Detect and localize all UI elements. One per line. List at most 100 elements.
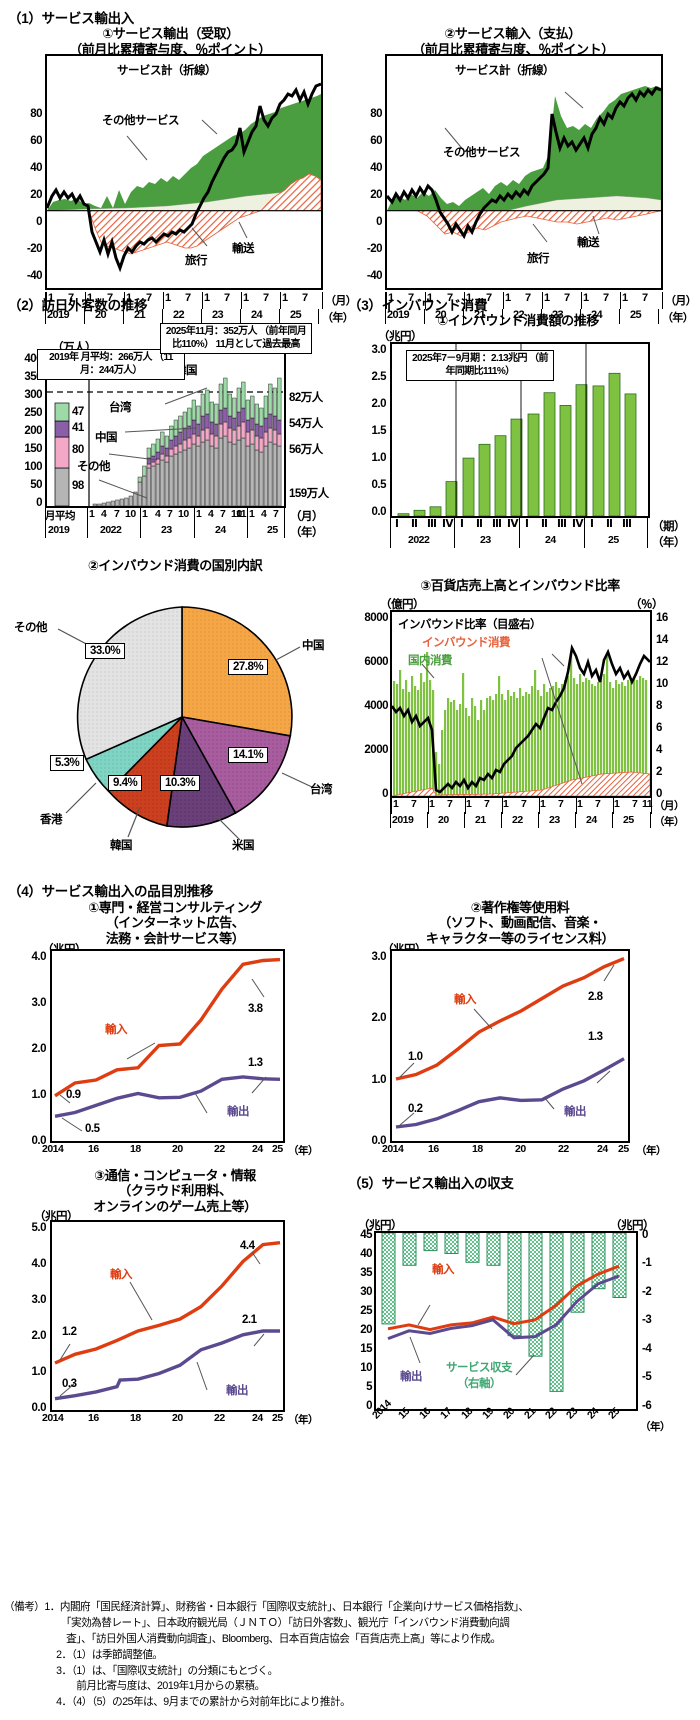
c4c-end-import: 4.4	[240, 1240, 255, 1252]
c4a-end-import: 3.8	[248, 1003, 263, 1015]
chart-c4a: （兆円） 4.0 3.0 2.0 1.0 0.0 輸入 輸出 3.8 1.	[0, 935, 340, 1165]
c5-ytickL-7: 10	[360, 1362, 372, 1374]
c2-legend-other: その他	[77, 461, 111, 473]
c3pie-svg	[57, 606, 313, 841]
c3b-ylabel-left: （億円）	[380, 599, 425, 611]
chart-c3pie: 27.8% 14.1% 10.3% 9.4% 5.3% 33.0% 中国 台湾 …	[0, 575, 340, 855]
c4c-svg	[54, 1241, 281, 1401]
c5-ytickR-4: -4	[642, 1343, 652, 1355]
c2-avg-seg-2: 80	[72, 444, 84, 456]
c3pie-label-china: 中国	[302, 640, 325, 652]
notes-prefix: （備考）	[4, 1601, 45, 1613]
c2-svg	[47, 354, 283, 506]
chart-c4b: （兆円） 3.0 2.0 1.0 0.0 輸入 輸出 2.8 1.3 1.0 0…	[340, 935, 700, 1165]
c2-xlabel-year: （年）	[290, 527, 324, 539]
c3pie-label-other: その他	[14, 622, 48, 634]
c2-right-border	[284, 352, 286, 508]
c3b-ytickR-6: 4	[656, 744, 662, 756]
section-2-title: （2）訪日外客数の推移	[8, 298, 148, 313]
c3b-ytickR-5: 6	[656, 722, 662, 734]
c1b-ytick-4: 0	[376, 216, 382, 228]
c5-label-export: 輸出	[400, 1371, 423, 1383]
notes-block: （備考） 1．内閣府「国民経済計算」、財務省・日本銀行「国際収支統計」、日本銀行…	[4, 1600, 698, 1711]
chart-c2: （万人） 400 350 300 250 200 150 100 50 0	[0, 312, 340, 572]
c3b-ytickR-4: 8	[656, 700, 662, 712]
c1b-xaxis-month: 1 7 1 7 1 7 1 7 1 7 1 7 1 7	[385, 292, 663, 309]
c3b-ytickL-1: 6000	[364, 656, 388, 668]
chart-c1a-title: ①サービス輸出（受取）	[102, 26, 239, 41]
c3a-plot: 2025年7－9月期 ：2.13兆円 （前年同期比111%）	[390, 342, 650, 518]
c2-xlabel-month: （月）	[290, 511, 324, 523]
c3b-xlabel-year: （年）	[654, 816, 685, 828]
c2-ytick-4: 200	[24, 425, 42, 437]
c3b-ytickL-2: 4000	[364, 700, 388, 712]
c3b-svg	[392, 643, 650, 796]
c5-ylabel-right: （兆円）	[610, 1220, 655, 1232]
c1a-ytick-6: -40	[26, 270, 43, 282]
notes-item-6: 4．（4）（5）の25年は、9月までの累計から対前年比により推計。	[46, 1696, 351, 1709]
c2-xlabel-month-11: 11	[236, 508, 247, 520]
chart-c3a-title: ①インバウンド消費額の推移	[437, 313, 599, 328]
c2-ytick-3: 250	[24, 407, 42, 419]
c4a-ytick-3: 1.0	[31, 1089, 47, 1101]
c5-ytickL-1: 40	[360, 1248, 372, 1260]
c3b-ytickR-0: 16	[656, 612, 668, 624]
c1a-annot-total: サービス計（折線）	[117, 65, 217, 77]
c4c-label-export: 輸出	[226, 1385, 249, 1397]
c5-label-import: 輸入	[432, 1264, 455, 1276]
c1b-ytick-2: 40	[370, 162, 382, 174]
c2-ytick-6: 100	[24, 461, 42, 473]
c3b-ytickR-8: 0	[656, 788, 662, 800]
c2-ytick-2: 300	[24, 389, 42, 401]
c4b-start-export: 0.2	[408, 1103, 423, 1115]
c1b-plot: サービス計（折線） その他サービス 輸送 旅行	[385, 54, 663, 290]
chart-c1b: 80 60 40 20 0 -20 -40	[340, 54, 700, 324]
c1b-ytick-1: 60	[370, 135, 382, 147]
c1b-annot-travel: 旅行	[527, 253, 550, 265]
c4a-xlabel: （年）	[288, 1145, 319, 1157]
c3b-ytickR-3: 10	[656, 678, 668, 690]
c1a-xaxis-year: 2019 20 21 22 23 24 25	[45, 309, 323, 326]
c4c-start-export: 0.3	[62, 1378, 77, 1390]
chart-c4a-title: ①専門・経営コンサルティング （インターネット広告、 法務・会計サービス等）	[88, 900, 262, 946]
c3a-callout: 2025年7－9月期 ：2.13兆円 （前年同期比111%）	[406, 350, 554, 381]
c3pie-label-hongkong: 香港	[40, 814, 63, 826]
c5-plot: 輸入 輸出 サービス収支 （右軸）	[374, 1231, 638, 1411]
c2-callout-right: 2025年11月：352万人 （前年同月比110%） 11月として過去最高	[160, 323, 312, 354]
c3b-plot: インバウンド比率（目盛右） インバウンド消費 国内消費	[390, 610, 652, 798]
notes-item-4: 3．（1）は、「国際収支統計」の分類にもとづく。	[46, 1664, 278, 1677]
c3pie-value-other: 33.0%	[85, 643, 126, 659]
c3pie-label-korea: 韓国	[110, 840, 133, 852]
c4c-ytick-5: 0.0	[31, 1402, 47, 1414]
c1b-xaxis-year: 2019 20 21 22 23 24 25	[385, 309, 663, 326]
c4a-ytick-2: 2.0	[31, 1043, 47, 1055]
c4b-ytick-3: 0.0	[371, 1135, 387, 1147]
c2-ytick-1: 350	[24, 371, 42, 383]
c3a-ytick-3: 1.5	[371, 425, 387, 437]
c5-ytickR-3: -3	[642, 1314, 652, 1326]
c1b-xlabel-year: （年）	[662, 312, 694, 324]
c2-right-label-1: 54万人	[289, 418, 323, 430]
c4c-ytick-3: 2.0	[31, 1330, 47, 1342]
c4c-ytick-2: 3.0	[31, 1294, 47, 1306]
c4a-ytick-1: 3.0	[31, 997, 47, 1009]
c1b-ytick-6: -40	[366, 270, 383, 282]
c1b-ytick-5: -20	[366, 243, 383, 255]
c5-ytickL-0: 45	[360, 1229, 372, 1241]
c2-ytick-7: 50	[30, 479, 42, 491]
c1b-xlabel-month: （月）	[665, 295, 697, 307]
notes-item-2: 査」、「訪日外国人消費動向調査」、Bloomberg、日本百貨店協会「百貨店売上…	[46, 1632, 501, 1645]
c2-ytick-0: 400	[24, 353, 42, 365]
c2-legend-taiwan: 台湾	[109, 402, 132, 414]
c5-ytickL-5: 20	[360, 1324, 372, 1336]
c4b-xlabel: （年）	[636, 1145, 667, 1157]
c2-avg-seg-1: 41	[72, 422, 84, 434]
c4b-label-import: 輸入	[454, 994, 477, 1006]
chart-c4c-title: ③通信・コンピュータ・情報 （クラウド利用料、 オンラインのゲーム売上等）	[93, 1168, 257, 1214]
c3b-annot-domestic: 国内消費	[408, 655, 453, 667]
c2-right-label-3: 159万人	[289, 488, 329, 500]
section-3-title: （3）インバウンド消費	[348, 298, 488, 313]
c1a-annot-travel: 旅行	[185, 255, 208, 267]
c4c-xaxis: 2014 16 18 20 22 24 25	[42, 1412, 283, 1424]
